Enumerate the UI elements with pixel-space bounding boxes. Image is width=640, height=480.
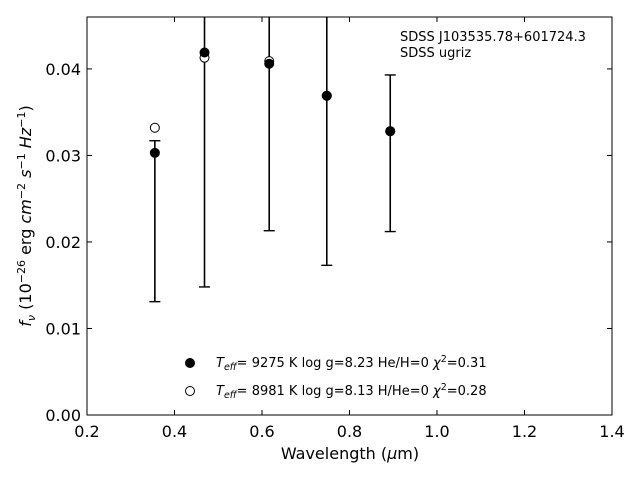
x-tick-label: 0.8	[337, 422, 362, 441]
x-tick-label: 0.4	[162, 422, 187, 441]
annotation-object-name: SDSS J103535.78+601724.3	[400, 30, 586, 45]
point-filled-model	[264, 58, 275, 69]
point-filled-model	[199, 47, 210, 58]
y-tick-label: 0.00	[45, 406, 81, 425]
point-filled-model	[385, 126, 396, 137]
x-tick-label: 1.0	[424, 422, 449, 441]
y-tick-label: 0.01	[45, 319, 81, 338]
y-axis-label: fν (10−26 erg cm−2 s−1 Hz−1)	[15, 105, 38, 326]
legend-entry-2: Teff= 8981 K log g=8.13 H/He=0 χ2=0.28	[216, 382, 487, 401]
y-tick-label: 0.02	[45, 233, 81, 252]
x-axis-label: Wavelength (μm)	[281, 444, 419, 463]
y-axis-ticks: 0.00 0.01 0.02 0.03 0.04	[45, 60, 612, 425]
y-tick-label: 0.03	[45, 146, 81, 165]
annotation-photometry: SDSS ugriz	[400, 46, 471, 61]
y-tick-label: 0.04	[45, 60, 81, 79]
x-tick-label: 1.4	[599, 422, 624, 441]
point-filled-model	[321, 90, 332, 101]
data-points	[149, 47, 396, 158]
legend-entry-1: Teff= 9275 K log g=8.23 He/H=0 χ2=0.31	[216, 354, 487, 373]
x-tick-label: 0.2	[74, 422, 99, 441]
x-tick-label: 0.6	[249, 422, 274, 441]
x-tick-label: 1.2	[512, 422, 537, 441]
error-bars	[149, 17, 396, 303]
legend-marker-filled	[185, 358, 195, 368]
x-axis-ticks: 0.2 0.4 0.6 0.8 1.0 1.2 1.4	[74, 17, 625, 441]
point-filled-model	[149, 147, 160, 158]
legend-marker-open	[185, 386, 195, 396]
legend: Teff= 9275 K log g=8.23 He/H=0 χ2=0.31 T…	[185, 354, 487, 401]
point-open-model	[149, 122, 160, 133]
